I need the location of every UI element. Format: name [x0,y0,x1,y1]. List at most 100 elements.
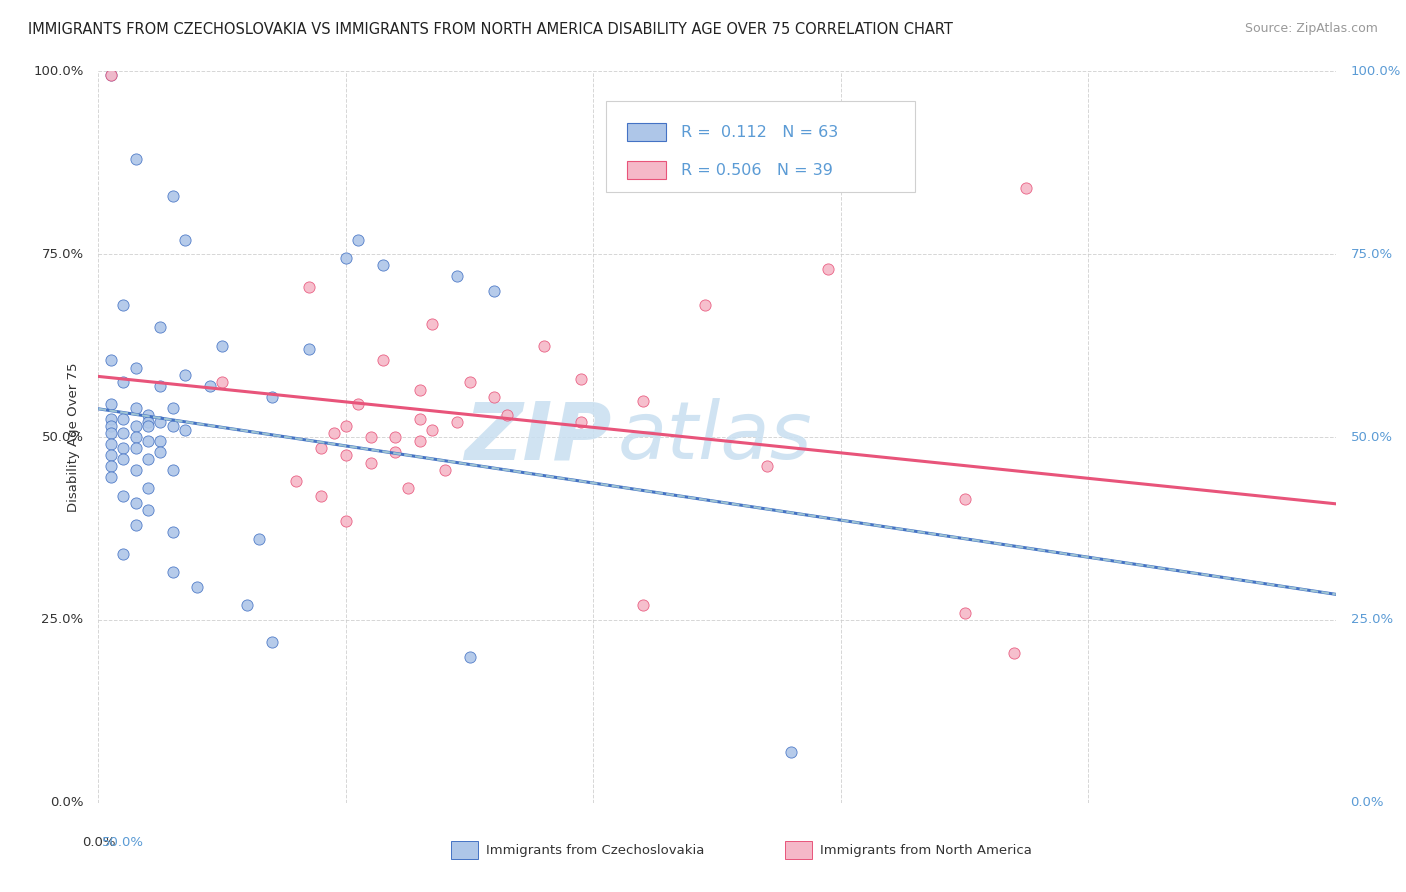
Point [112,547,135,561]
FancyBboxPatch shape [627,123,666,142]
Text: Immigrants from North America: Immigrants from North America [820,844,1032,857]
Point [112,412,135,426]
Point [112,441,135,455]
FancyBboxPatch shape [627,161,666,179]
Point [371,258,394,272]
Point [174,368,197,382]
Point [247,533,270,547]
Point [124,517,146,532]
Point [495,408,517,422]
Point [371,353,394,368]
Point [112,452,135,467]
Text: 0.0%: 0.0% [82,836,115,848]
Point [149,379,172,393]
Point [458,649,481,664]
Point [360,430,382,444]
Text: 50.0%: 50.0% [1351,431,1392,443]
Text: 100.0%: 100.0% [1351,65,1400,78]
Point [446,416,468,430]
Text: IMMIGRANTS FROM CZECHOSLOVAKIA VS IMMIGRANTS FROM NORTH AMERICA DISABILITY AGE O: IMMIGRANTS FROM CZECHOSLOVAKIA VS IMMIGR… [28,22,953,37]
Point [285,474,308,488]
Text: R = 0.506   N = 39: R = 0.506 N = 39 [681,162,832,178]
Point [347,397,370,411]
Text: 0.0%: 0.0% [1351,797,1384,809]
Point [236,599,259,613]
Point [136,452,159,467]
Point [149,320,172,334]
Point [298,343,321,357]
Point [174,423,197,437]
Point [409,434,432,448]
Point [260,635,283,649]
Point [124,441,146,455]
Point [136,434,159,448]
Point [422,423,444,437]
Text: 50.0%: 50.0% [103,836,145,848]
Point [100,459,122,474]
Text: 75.0%: 75.0% [41,248,83,260]
Point [162,525,184,540]
Point [953,606,976,620]
Point [458,375,481,389]
Text: ZIP: ZIP [464,398,612,476]
Point [136,481,159,495]
Text: Immigrants from Czechoslovakia: Immigrants from Czechoslovakia [485,844,704,857]
Text: 0.0%: 0.0% [51,797,83,809]
FancyBboxPatch shape [785,841,813,859]
Point [112,426,135,441]
Point [260,390,283,404]
Point [631,393,654,408]
Text: 25.0%: 25.0% [1351,614,1393,626]
Point [347,233,370,247]
Point [124,463,146,477]
Point [360,456,382,470]
Point [335,251,357,265]
Point [693,298,716,312]
Point [335,448,357,462]
Point [124,401,146,415]
Point [211,338,233,352]
Point [631,599,654,613]
Point [162,419,184,434]
Point [569,416,592,430]
Point [136,419,159,434]
Point [186,580,208,594]
Point [100,397,122,411]
Text: 25.0%: 25.0% [41,614,83,626]
Point [124,419,146,434]
Point [112,489,135,503]
Point [124,152,146,166]
Point [124,360,146,375]
Point [422,317,444,331]
Point [409,412,432,426]
Point [136,408,159,422]
Point [136,416,159,430]
Point [322,426,344,441]
Text: 100.0%: 100.0% [34,65,83,78]
Point [112,375,135,389]
Text: 75.0%: 75.0% [1351,248,1393,260]
Point [100,419,122,434]
Point [162,401,184,415]
Point [211,375,233,389]
Text: R =  0.112   N = 63: R = 0.112 N = 63 [681,125,838,139]
Point [149,444,172,458]
Point [335,514,357,528]
Point [384,430,406,444]
Point [433,463,456,477]
Point [162,566,184,580]
Point [198,379,221,393]
Text: atlas: atlas [619,398,813,476]
Point [100,68,122,82]
Point [446,269,468,284]
Point [817,261,839,276]
Point [174,233,197,247]
Point [124,496,146,510]
Point [162,463,184,477]
Point [298,280,321,294]
Point [396,481,419,495]
Point [100,68,122,82]
Point [136,503,159,517]
FancyBboxPatch shape [451,841,478,859]
Point [569,371,592,385]
